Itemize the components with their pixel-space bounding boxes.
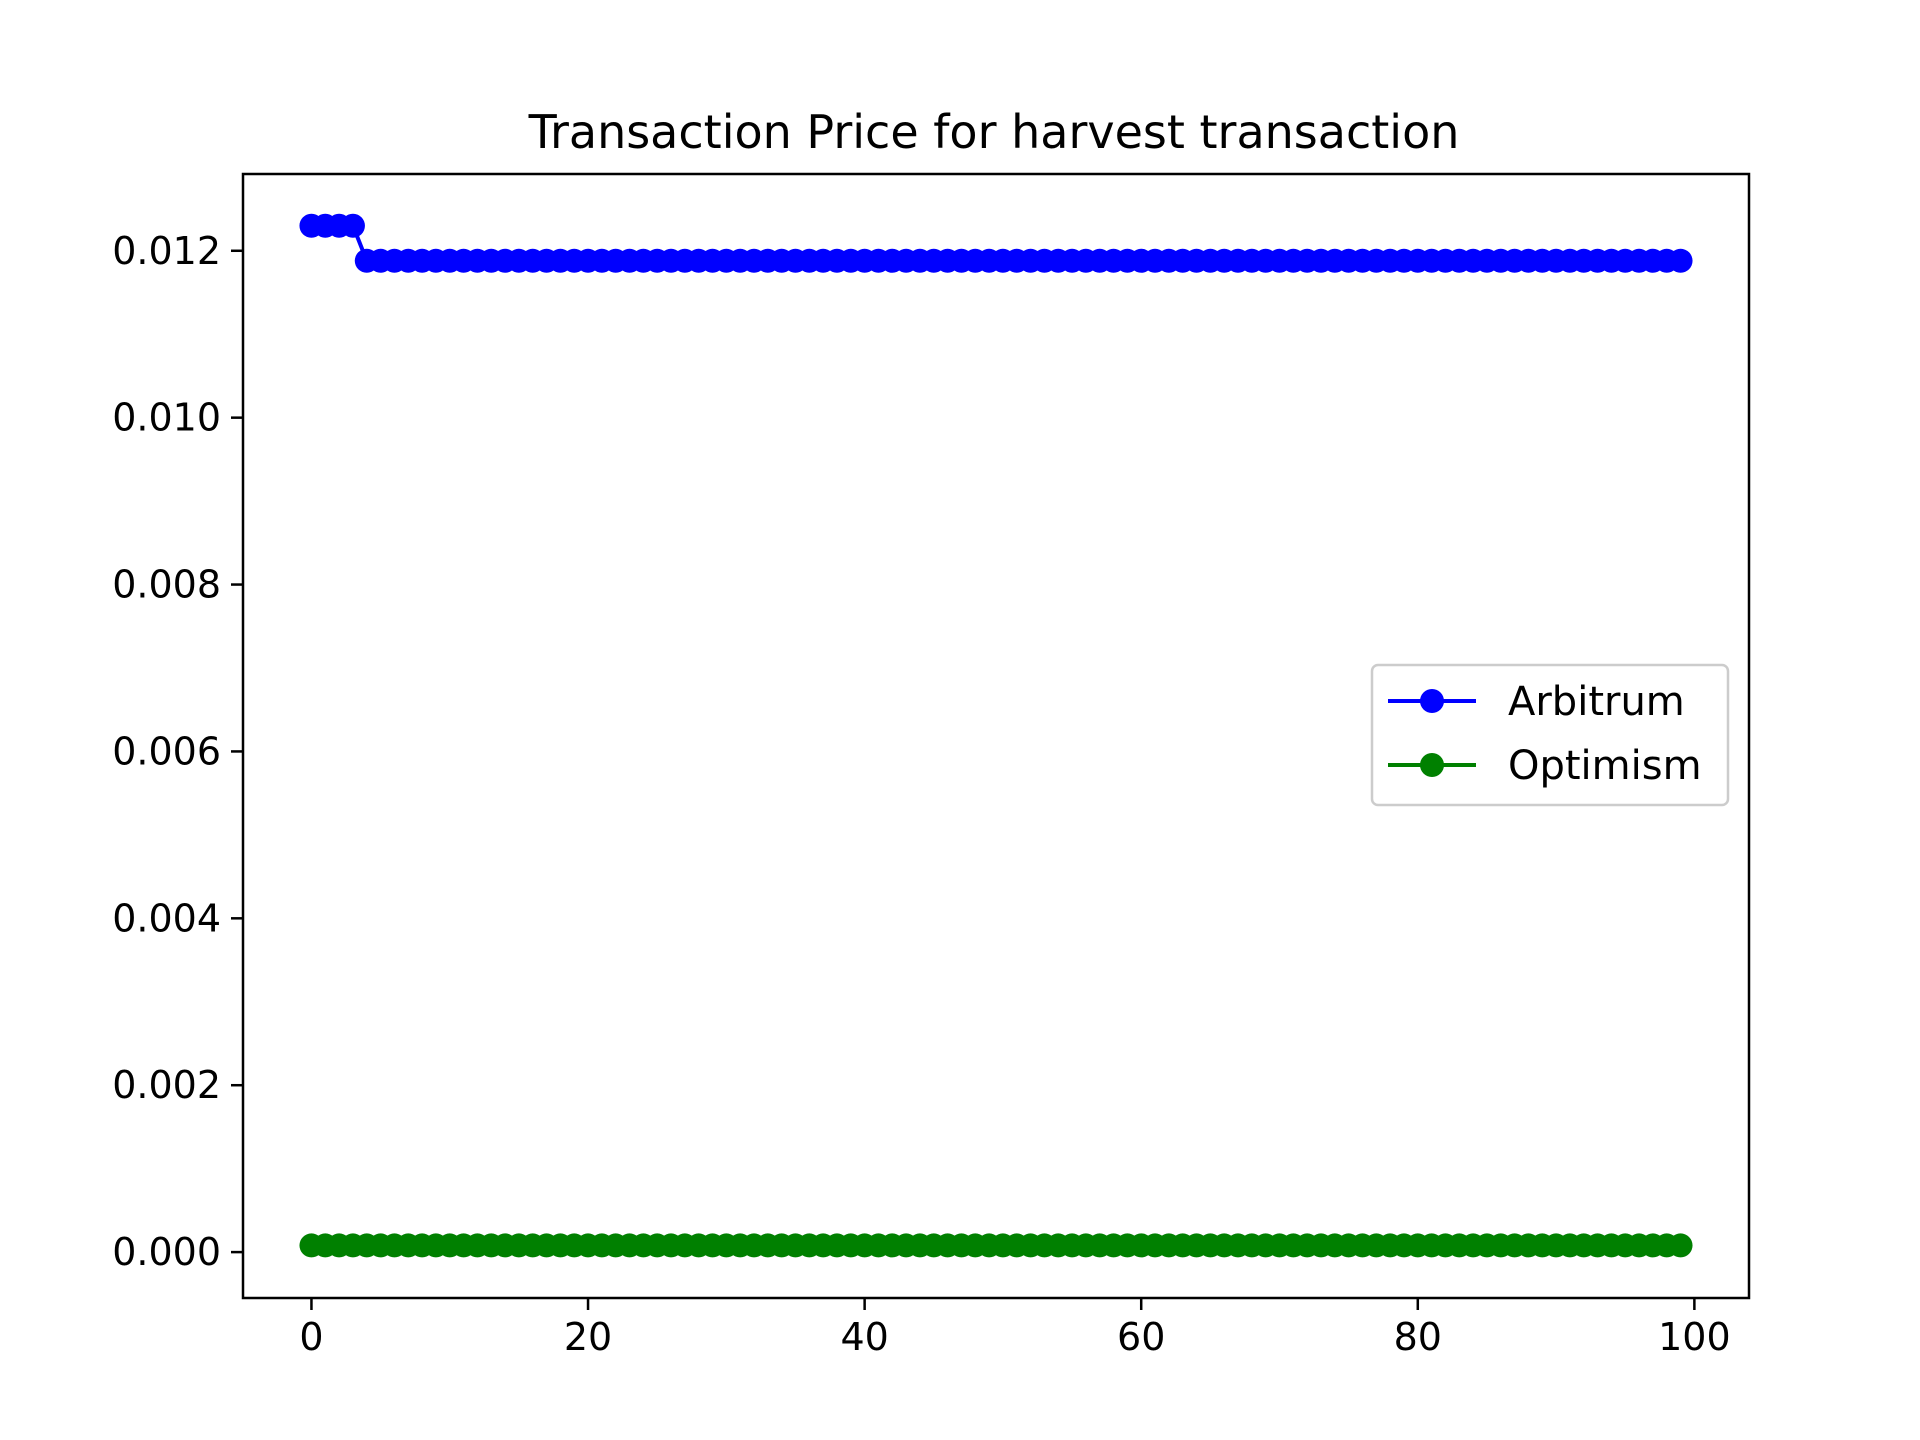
legend: Arbitrum Optimism [1370,663,1730,807]
x-tick-label: 0 [299,1315,323,1359]
plot-area [299,213,1693,1258]
y-tick-label: 0.006 [112,729,221,773]
series-optimism [299,1233,1693,1258]
axes: 0 20 40 60 80 100 0.000 0.002 0.004 0.006 0.008 0.0… [112,172,1751,1359]
axes-frame [241,172,1751,1300]
legend-label: Arbitrum [1508,679,1685,725]
y-tick-label: 0.010 [112,396,221,440]
x-tick-label: 100 [1658,1315,1731,1359]
y-tick-label: 0.012 [112,229,221,273]
chart-title: Transaction Price for harvest transactio… [528,105,1460,159]
data-point [340,213,365,238]
data-point [1668,248,1693,273]
legend-marker [1420,753,1444,777]
legend-entry-arbitrum: Arbitrum [1388,679,1685,725]
y-tick-label: 0.004 [112,896,221,940]
legend-marker [1420,689,1444,713]
x-tick-label: 40 [840,1315,888,1359]
x-tick-label: 80 [1394,1315,1442,1359]
data-point [1668,1233,1693,1258]
legend-entry-optimism: Optimism [1388,743,1702,789]
x-tick-label: 20 [564,1315,612,1359]
y-tick-label: 0.000 [112,1230,221,1274]
legend-label: Optimism [1508,743,1702,789]
y-tick-label: 0.002 [112,1063,221,1107]
series-arbitrum [299,213,1693,273]
y-tick-label: 0.008 [112,563,221,607]
x-tick-label: 60 [1117,1315,1165,1359]
